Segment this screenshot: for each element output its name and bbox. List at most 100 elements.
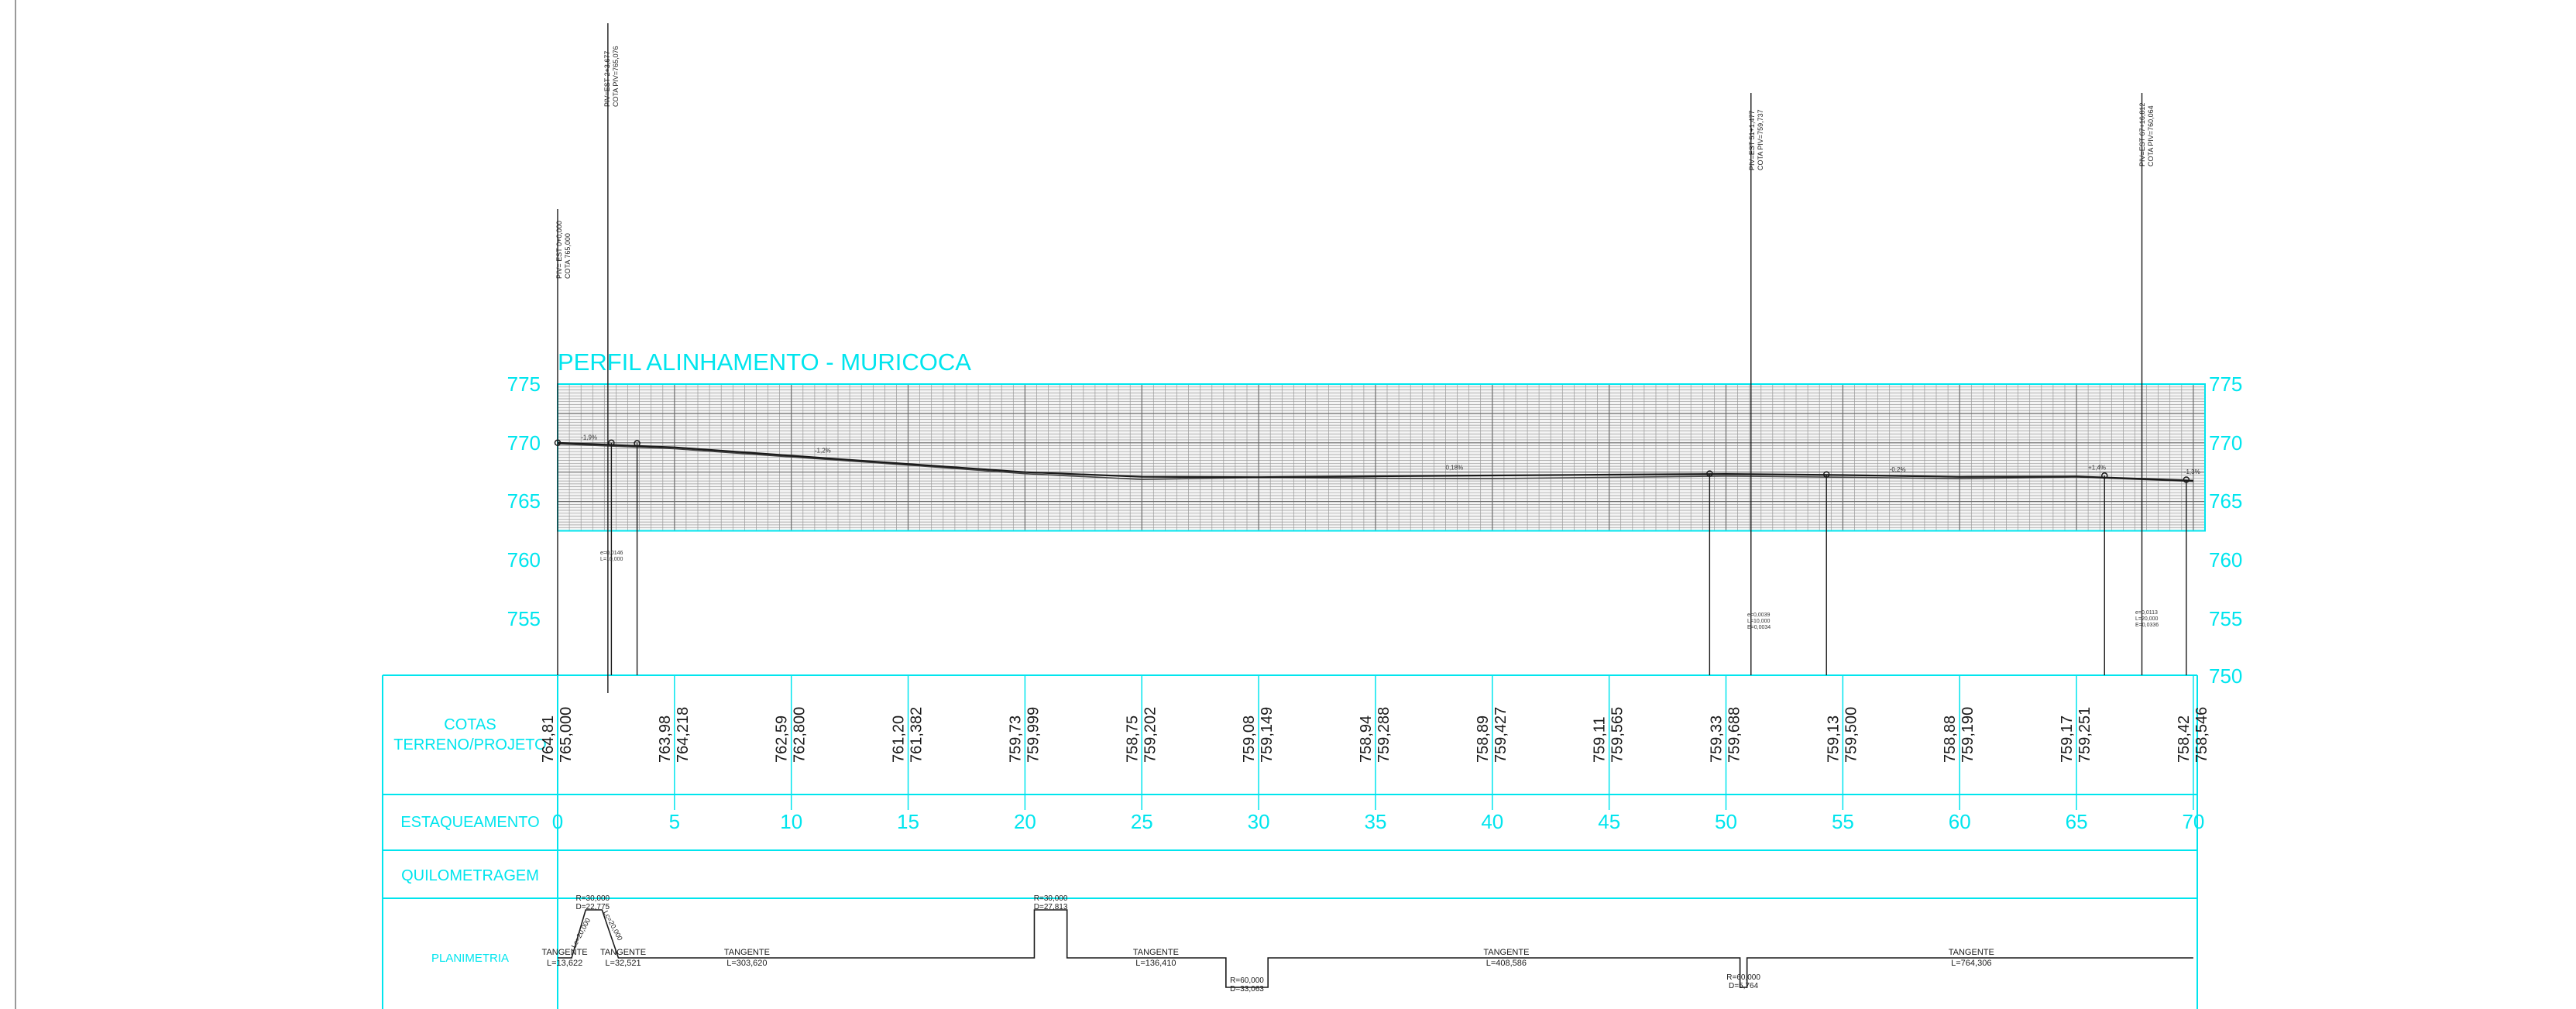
vcurve-point-marker (1822, 471, 1830, 478)
grade-label: -0,2% (1890, 466, 1906, 473)
cota-projeto-value: 759,288 (1376, 707, 1393, 763)
y-tick-right-760: 760 (2209, 548, 2242, 571)
curve-deflection: D=22,775 (575, 903, 610, 911)
piv-label: PIV=EST 2+3,677COTA PIV=765,076 (603, 46, 620, 107)
profile-lines: -1,9% -1,2% 0,18% -0,2% +1,4% -1,3% (557, 434, 2200, 482)
cota-projeto-value: 762,800 (792, 707, 809, 763)
station-label: 30 (1248, 810, 1270, 833)
y-tick-right-755: 755 (2209, 607, 2242, 630)
grade-label: -1,9% (581, 434, 597, 441)
y-tick-left-775: 775 (507, 372, 541, 396)
cota-projeto-value: 765,000 (558, 707, 575, 763)
cota-terreno-value: 758,88 (1942, 716, 1959, 763)
cota-projeto-value: 758,546 (2193, 707, 2210, 763)
row-label-quilometragem: QUILOMETRAGEM (401, 867, 539, 884)
cota-projeto-value: 759,688 (1726, 707, 1743, 763)
grade-label: +1,4% (2088, 465, 2106, 472)
y-tick-right-765: 765 (2209, 489, 2242, 513)
tangent-length: L=303,620 (726, 959, 767, 968)
cota-terreno-value: 762,59 (774, 716, 791, 763)
cota-projeto-value: 759,427 (1492, 707, 1510, 763)
y-tick-left-755: 755 (507, 607, 541, 630)
tangent-length: L=13,622 (547, 959, 582, 968)
station-label: 65 (2066, 810, 2088, 833)
piv-markers: PIV= EST 0+0,000COTA 765,000 PIV=EST 2+3,… (554, 23, 2190, 693)
curve-deflection: D=5,764 (1729, 982, 1759, 990)
vcurve-note: e=0,0113 L=20,000 E=0,0336 (2135, 610, 2159, 628)
cota-projeto-value: 759,251 (2076, 707, 2093, 763)
tangent-length: L=764,306 (1951, 959, 1991, 968)
cota-terreno-value: 759,08 (1241, 716, 1258, 763)
cota-projeto-value: 759,500 (1843, 707, 1860, 763)
curve-radius: R=60,000 (1230, 976, 1264, 985)
row-label-estaqueamento: ESTAQUEAMENTO (400, 814, 539, 831)
cota-projeto-value: 759,999 (1025, 707, 1042, 763)
curve-radius: R=30,000 (575, 894, 610, 903)
vcurve-note: e=0,0146 L=10,000 (600, 551, 623, 562)
tangent-label: TANGENTE (1949, 948, 1994, 957)
piv-label: PIV=EST 67+16,812COTA PIV=760,064 (2138, 103, 2155, 166)
vcurve-point-marker (2101, 472, 2108, 479)
tangent-length: L=408,586 (1486, 959, 1527, 968)
elevation-axis: 775 770 765 760 755 775 770 765 760 755 … (507, 372, 2243, 688)
cota-terreno-value: 758,89 (1475, 716, 1492, 763)
vcurve-point-marker (634, 440, 641, 447)
station-label: 55 (1832, 810, 1854, 833)
curve-radius: R=30,000 (1034, 894, 1068, 903)
tangent-label: TANGENTE (1483, 948, 1529, 957)
y-tick-left-765: 765 (507, 489, 541, 513)
vcurve-point-marker (608, 439, 615, 447)
data-table-frame (382, 674, 2198, 1009)
station-label: 35 (1365, 810, 1387, 833)
station-label: 25 (1131, 810, 1153, 833)
grade-label: -1,3% (2184, 468, 2200, 475)
tangent-length: L=32,521 (605, 959, 641, 968)
station-label: 15 (897, 810, 919, 833)
cotas-row: 764,81 765,000 763,98 764,218 762,59 762,800 7… (540, 675, 2210, 795)
grade-label: -1,2% (815, 448, 831, 455)
cota-terreno-value: 759,11 (1592, 716, 1609, 763)
piv-label: PIV= EST 0+0,000COTA 765,000 (555, 221, 572, 279)
cota-terreno-value: 759,17 (2059, 716, 2076, 763)
station-label: 20 (1014, 810, 1036, 833)
station-label: 50 (1715, 810, 1737, 833)
spiral-length-in: Lc=20,000 (570, 917, 592, 949)
cota-projeto-value: 759,190 (1959, 707, 1977, 763)
spiral-length-out: Lc=20,000 (602, 909, 624, 942)
cota-terreno-value: 759,73 (1007, 716, 1024, 763)
design-grade-line (557, 441, 2193, 482)
y-tick-right-750: 750 (2209, 664, 2242, 688)
row-label-terreno-projeto: TERRENO/PROJETO (393, 736, 546, 753)
curve-radius: R=60,000 (1726, 973, 1760, 982)
cota-terreno-value: 758,75 (1124, 716, 1141, 763)
terrain-line (557, 443, 2193, 482)
vcurve-note: e=0,0039 L=10,000 E=0,0034 (1747, 613, 1771, 630)
cota-terreno-value: 763,98 (657, 716, 674, 763)
y-tick-left-760: 760 (507, 548, 541, 571)
cota-projeto-value: 764,218 (675, 707, 692, 763)
cota-projeto-value: 759,565 (1609, 707, 1626, 763)
cota-terreno-value: 761,20 (891, 716, 908, 763)
vcurve-point-marker (1706, 470, 1713, 477)
curve-deflection: D=27,813 (1034, 903, 1068, 911)
cota-terreno-value: 759,13 (1825, 716, 1842, 763)
cota-terreno-value: 758,42 (2176, 716, 2193, 763)
tangent-label: TANGENTE (1133, 948, 1179, 957)
station-label: 10 (780, 810, 802, 833)
row-label-cotas: COTAS (444, 716, 496, 733)
piv-label: PIV=EST 51+1,477COTA PIV=759,737 (1748, 109, 1764, 170)
station-label: 45 (1598, 810, 1620, 833)
station-label: 70 (2182, 810, 2204, 833)
start-point-marker (554, 439, 562, 447)
y-tick-left-770: 770 (507, 431, 541, 455)
vcurve-point-marker (2183, 476, 2190, 483)
tangent-label: TANGENTE (542, 948, 588, 957)
cota-terreno-value: 758,94 (1358, 716, 1375, 763)
cota-terreno-value: 764,81 (540, 716, 557, 763)
planimetria-row: TANGENTE L=13,622 TANGENTE L=32,521 TANGENTE… (542, 894, 2193, 994)
tangent-label: TANGENTE (600, 948, 646, 957)
station-label: 0 (552, 810, 563, 833)
cota-projeto-value: 761,382 (908, 707, 926, 763)
y-tick-right-775: 775 (2209, 372, 2242, 396)
